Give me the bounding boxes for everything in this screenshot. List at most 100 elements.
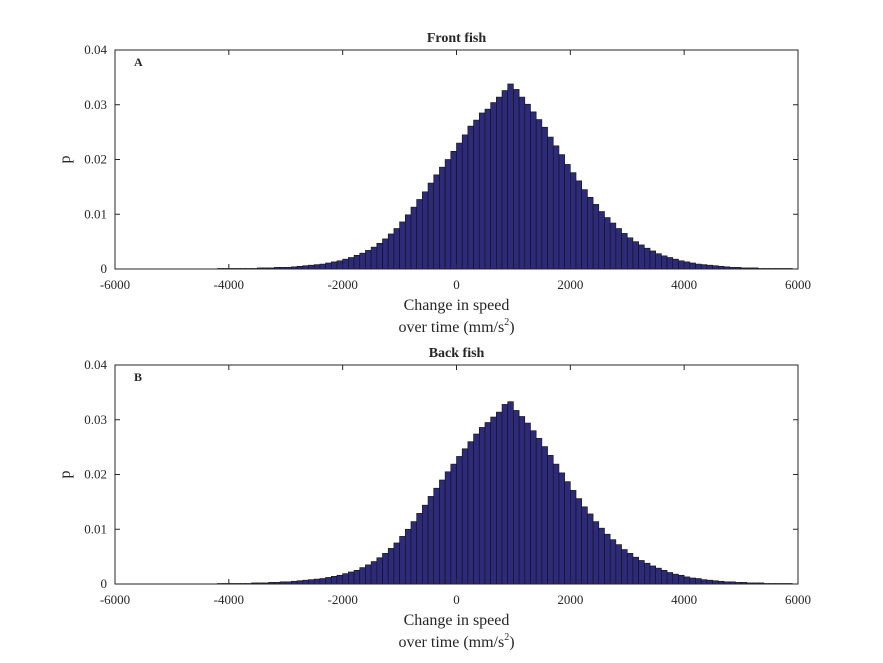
histogram-bar (683, 576, 691, 585)
x-tick-label: 4000 (671, 592, 697, 607)
histogram-bar (330, 261, 338, 270)
histogram-bar (609, 222, 617, 270)
y-tick-label: 0.01 (84, 521, 107, 536)
histogram-bar (490, 102, 497, 270)
x-axis-label-end: ) (509, 634, 514, 651)
histogram-bar (695, 578, 702, 585)
x-axis-label-line2: over time (mm/s2) (398, 317, 514, 336)
x-axis-label-line2: over time (mm/s2) (398, 632, 514, 651)
histogram-bar (564, 164, 571, 270)
histogram-bar (666, 572, 674, 585)
histogram-bar (644, 247, 651, 270)
histogram-bar (376, 242, 383, 270)
x-axis-ticks: -6000 -4000 -2000 0 2000 4000 6000 (100, 50, 811, 292)
histogram-bar (422, 504, 429, 585)
histogram-bar (541, 126, 548, 270)
y-tick-label: 0 (101, 576, 108, 591)
x-tick-label: 4000 (671, 277, 697, 292)
y-axis-ticks: 0 0.01 0.02 0.03 0.04 (84, 42, 798, 276)
histogram-bar (456, 142, 463, 270)
x-tick-label: -4000 (214, 277, 244, 292)
histogram-bar (672, 258, 679, 270)
histogram-bar (592, 204, 600, 270)
histogram-bar (524, 103, 531, 270)
x-tick-label: -6000 (100, 592, 130, 607)
histogram-bar (700, 579, 708, 585)
histogram-bar (621, 233, 628, 270)
panel-back-fish: Back fish B -6000 -4000 -2000 0 2000 4000 6000… (57, 346, 811, 651)
histogram-bar (348, 257, 355, 270)
histogram-bar (598, 211, 605, 270)
histogram-bar (450, 150, 457, 270)
histogram-bar (530, 430, 537, 585)
x-axis-ticks: -6000 -4000 -2000 0 2000 4000 6000 (100, 365, 811, 607)
histogram-bar (570, 172, 577, 270)
histogram-bar (649, 565, 657, 585)
histogram-bar (376, 557, 383, 585)
histogram-bar (302, 579, 309, 585)
histogram-bar (541, 446, 548, 585)
histogram-bar (496, 96, 503, 270)
histogram-bar (507, 401, 514, 585)
x-axis-label-end: ) (509, 319, 514, 336)
x-axis-label-superscript: 2 (504, 632, 509, 643)
histogram-bar (348, 571, 355, 585)
histogram-bar (695, 263, 702, 270)
x-axis-label-line1: Change in speed (404, 297, 510, 314)
histogram-bar (547, 455, 554, 585)
x-tick-label: -6000 (100, 277, 130, 292)
panel-title: Back fish (429, 346, 485, 361)
histogram-bar (621, 549, 628, 585)
y-tick-label: 0.01 (84, 206, 107, 221)
y-tick-label: 0.02 (84, 152, 107, 167)
histogram-bar (416, 513, 423, 585)
histogram-bar (706, 579, 713, 585)
histogram-bar (655, 253, 662, 270)
histogram-bar (615, 544, 622, 585)
histogram-bar (638, 560, 645, 585)
histogram-bar (700, 264, 708, 270)
histogram-bar (422, 191, 429, 270)
histogram-bar (410, 521, 417, 585)
histogram-bar (450, 463, 457, 585)
histogram-bar (507, 83, 514, 270)
histogram-bar (365, 564, 372, 585)
x-tick-label: 0 (453, 277, 460, 292)
histogram-bar (661, 255, 668, 270)
histogram-bar (433, 487, 440, 585)
histogram-bar (513, 89, 520, 270)
histogram-bar (461, 134, 469, 270)
histogram-bar (370, 246, 378, 270)
histogram-bar (638, 244, 645, 270)
panel-front-fish: Front fish A -6000 -4000 -2000 0 2000 4000 600… (57, 31, 811, 336)
histogram-bar (439, 166, 446, 270)
histogram-bar (575, 180, 583, 270)
histogram-bar (353, 570, 361, 585)
histogram-bar (604, 533, 611, 585)
histogram-bar (524, 422, 531, 585)
histogram-bar (570, 490, 577, 585)
histogram-bar (313, 578, 321, 585)
histogram-bar (382, 553, 389, 585)
histogram-bar (336, 574, 343, 585)
histogram-bar (587, 513, 594, 585)
histogram-bar (552, 145, 560, 270)
histogram-bar (655, 567, 662, 585)
x-tick-label: 2000 (557, 592, 583, 607)
histogram-bar (393, 228, 400, 270)
histogram-bar (689, 262, 696, 270)
histogram-bar (478, 112, 486, 270)
histogram-bar (558, 154, 565, 270)
histogram-bar (552, 463, 560, 585)
histogram-bar (444, 159, 452, 270)
panel-title: Front fish (427, 31, 486, 46)
histogram-bar (473, 119, 480, 270)
histogram-bar (399, 221, 406, 270)
x-axis-label-text: over time (mm/s (398, 634, 504, 651)
histogram-bar (313, 264, 321, 270)
histogram-bar (325, 262, 332, 270)
histogram-bar (410, 206, 417, 270)
histogram-bar (547, 136, 554, 270)
histogram-bar (387, 548, 395, 585)
histogram-bar (319, 578, 326, 585)
